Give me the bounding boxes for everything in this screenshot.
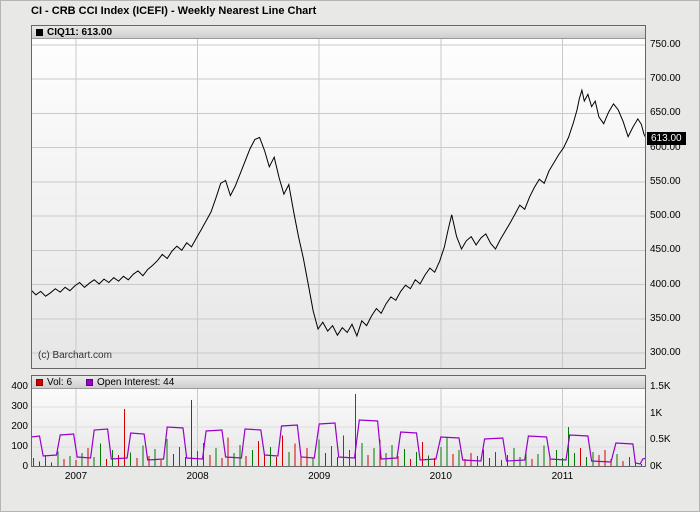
chart-title: CI - CRB CCI Index (ICEFI) - Weekly Near… xyxy=(31,5,317,17)
open-interest-y-axis-label: 0.5K xyxy=(650,434,671,446)
volume-y-axis-label: 100 xyxy=(11,441,28,452)
open-interest-y-axis-label: 1.5K xyxy=(650,381,671,392)
volume-y-axis-label: 300 xyxy=(11,401,28,412)
main-legend-strip: CIQ11: 613.00 xyxy=(32,26,645,39)
open-interest-y-axis-label: 0K xyxy=(650,461,663,472)
x-axis-year-label: 2008 xyxy=(186,471,209,482)
main-y-axis-label: 650.00 xyxy=(650,107,681,119)
main-y-axis-label: 300.00 xyxy=(650,347,681,358)
open-interest-legend-label: Open Interest: 44 xyxy=(97,376,175,388)
volume-y-axis-label: 400 xyxy=(11,381,28,392)
volume-y-axis-label: 200 xyxy=(11,421,28,432)
main-y-axis-label: 400.00 xyxy=(650,278,681,290)
x-axis-year-label: 2009 xyxy=(308,471,331,482)
main-y-axis-label: 700.00 xyxy=(650,73,681,85)
main-y-axis-label: 750.00 xyxy=(650,39,681,50)
x-axis-year-label: 2011 xyxy=(551,471,574,482)
price-plot-area xyxy=(31,25,646,369)
x-axis-year-label: 2010 xyxy=(429,471,452,482)
volume-series-swatch-icon xyxy=(36,378,43,386)
ciq11-series-swatch-icon xyxy=(36,28,43,36)
open-interest-series-swatch-icon xyxy=(86,378,94,386)
main-y-axis-label: 550.00 xyxy=(650,175,681,187)
open-interest-y-axis-label: 1K xyxy=(650,407,663,419)
main-y-axis-label: 450.00 xyxy=(650,244,681,256)
main-y-axis-label: 600.00 xyxy=(650,141,681,153)
lower-legend-strip: Vol: 6 Open Interest: 44 xyxy=(32,376,645,389)
last-price-tag: 613.00 xyxy=(647,131,686,145)
ciq11-legend-label: CIQ11: 613.00 xyxy=(47,26,113,38)
x-axis-year-label: 2007 xyxy=(64,471,88,482)
volume-y-axis-label: 0 xyxy=(22,461,28,472)
main-y-axis-label: 500.00 xyxy=(650,210,681,222)
volume-open-interest-plot-area xyxy=(31,375,646,467)
main-y-axis-label: 350.00 xyxy=(650,312,681,324)
volume-legend-label: Vol: 6 xyxy=(47,376,73,388)
copyright-watermark: (c) Barchart.com xyxy=(38,350,112,361)
